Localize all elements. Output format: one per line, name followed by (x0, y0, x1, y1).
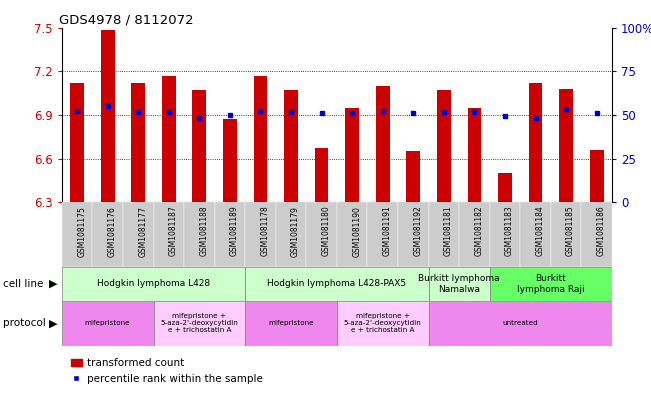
Bar (345, 108, 359, 202)
Bar (406, 151, 420, 202)
Text: GSM1081191: GSM1081191 (383, 206, 392, 256)
Bar (459, 202, 490, 267)
Bar (529, 83, 542, 202)
Bar (132, 83, 145, 202)
Bar (498, 173, 512, 202)
Text: GSM1081186: GSM1081186 (597, 206, 605, 256)
Text: protocol: protocol (3, 318, 46, 328)
Text: GSM1081179: GSM1081179 (291, 206, 300, 257)
Bar (245, 267, 428, 301)
Bar (162, 75, 176, 202)
Bar (70, 83, 84, 202)
Text: mifepristone: mifepristone (268, 320, 314, 326)
Text: GSM1081185: GSM1081185 (566, 206, 575, 256)
Text: GSM1081178: GSM1081178 (260, 206, 270, 256)
Bar (428, 202, 459, 267)
Bar (490, 267, 612, 301)
Bar (92, 202, 123, 267)
Text: GSM1081188: GSM1081188 (199, 206, 208, 256)
Text: GSM1081190: GSM1081190 (352, 206, 361, 257)
Bar (62, 267, 245, 301)
Bar (559, 89, 573, 202)
Bar (398, 202, 428, 267)
Text: GSM1081177: GSM1081177 (138, 206, 147, 257)
Text: GDS4978 / 8112072: GDS4978 / 8112072 (59, 13, 194, 26)
Bar (245, 301, 337, 346)
Bar (276, 202, 307, 267)
Text: GSM1081180: GSM1081180 (322, 206, 331, 256)
Bar (337, 202, 367, 267)
Text: Burkitt lymphoma
Namalwa: Burkitt lymphoma Namalwa (419, 274, 500, 294)
Bar (154, 202, 184, 267)
Text: GSM1081184: GSM1081184 (536, 206, 544, 256)
Bar (62, 202, 92, 267)
Legend: transformed count, percentile rank within the sample: transformed count, percentile rank withi… (67, 354, 267, 388)
Bar (581, 202, 612, 267)
Text: GSM1081181: GSM1081181 (444, 206, 453, 256)
Text: GSM1081176: GSM1081176 (107, 206, 117, 257)
Bar (193, 90, 206, 202)
Bar (284, 90, 298, 202)
Bar (223, 119, 237, 202)
Bar (314, 149, 329, 202)
Bar (101, 30, 115, 202)
Text: GSM1081182: GSM1081182 (475, 206, 484, 256)
Bar (590, 150, 603, 202)
Bar (245, 202, 276, 267)
Bar (551, 202, 581, 267)
Text: cell line: cell line (3, 279, 44, 289)
Bar (376, 86, 389, 202)
Text: mifepristone: mifepristone (85, 320, 130, 326)
Bar (154, 301, 245, 346)
Bar (184, 202, 215, 267)
Text: GSM1081183: GSM1081183 (505, 206, 514, 256)
Bar (62, 301, 154, 346)
Text: Hodgkin lymphoma L428-PAX5: Hodgkin lymphoma L428-PAX5 (268, 279, 406, 288)
Text: Hodgkin lymphoma L428: Hodgkin lymphoma L428 (97, 279, 210, 288)
Bar (254, 75, 268, 202)
Text: ▶: ▶ (49, 318, 57, 328)
Bar (467, 108, 481, 202)
Bar (428, 267, 490, 301)
Text: GSM1081175: GSM1081175 (77, 206, 86, 257)
Text: GSM1081189: GSM1081189 (230, 206, 239, 256)
Text: Burkitt
lymphoma Raji: Burkitt lymphoma Raji (517, 274, 585, 294)
Text: GSM1081187: GSM1081187 (169, 206, 178, 256)
Text: GSM1081192: GSM1081192 (413, 206, 422, 256)
Text: mifepristone +
5-aza-2'-deoxycytidin
e + trichostatin A: mifepristone + 5-aza-2'-deoxycytidin e +… (161, 313, 238, 333)
Bar (123, 202, 154, 267)
Text: mifepristone +
5-aza-2'-deoxycytidin
e + trichostatin A: mifepristone + 5-aza-2'-deoxycytidin e +… (344, 313, 422, 333)
Bar (215, 202, 245, 267)
Bar (428, 301, 612, 346)
Text: untreated: untreated (503, 320, 538, 326)
Bar (337, 301, 428, 346)
Bar (520, 202, 551, 267)
Bar (367, 202, 398, 267)
Text: ▶: ▶ (49, 279, 57, 289)
Bar (490, 202, 520, 267)
Bar (437, 90, 450, 202)
Bar (307, 202, 337, 267)
